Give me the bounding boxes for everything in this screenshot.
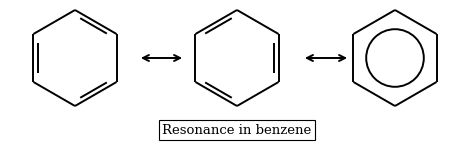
- Text: Resonance in benzene: Resonance in benzene: [163, 124, 311, 137]
